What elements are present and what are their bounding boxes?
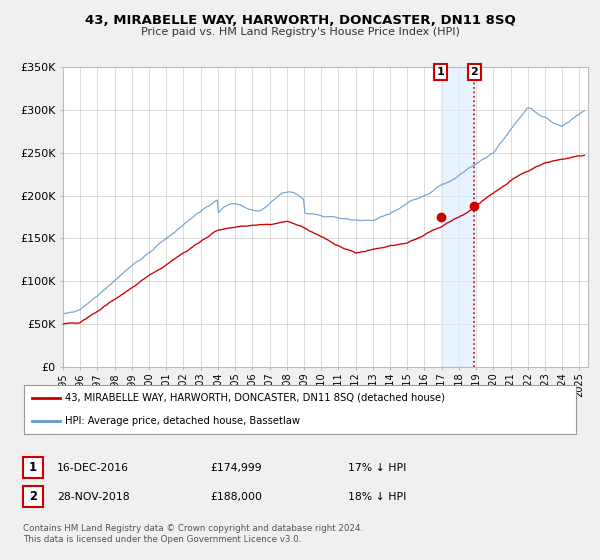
Text: 43, MIRABELLE WAY, HARWORTH, DONCASTER, DN11 8SQ (detached house): 43, MIRABELLE WAY, HARWORTH, DONCASTER, … (65, 393, 445, 403)
Text: 2: 2 (470, 67, 478, 77)
Text: 17% ↓ HPI: 17% ↓ HPI (348, 463, 406, 473)
Text: 43, MIRABELLE WAY, HARWORTH, DONCASTER, DN11 8SQ: 43, MIRABELLE WAY, HARWORTH, DONCASTER, … (85, 14, 515, 27)
Text: £174,999: £174,999 (210, 463, 262, 473)
Text: 18% ↓ HPI: 18% ↓ HPI (348, 492, 406, 502)
Text: Price paid vs. HM Land Registry's House Price Index (HPI): Price paid vs. HM Land Registry's House … (140, 27, 460, 37)
Text: Contains HM Land Registry data © Crown copyright and database right 2024.
This d: Contains HM Land Registry data © Crown c… (23, 524, 363, 544)
Text: 1: 1 (29, 461, 37, 474)
Text: 28-NOV-2018: 28-NOV-2018 (57, 492, 130, 502)
Bar (441, 67, 475, 367)
Text: £188,000: £188,000 (210, 492, 262, 502)
Text: 16-DEC-2016: 16-DEC-2016 (57, 463, 129, 473)
Text: 2: 2 (29, 490, 37, 503)
Text: 1: 1 (437, 67, 445, 77)
Text: HPI: Average price, detached house, Bassetlaw: HPI: Average price, detached house, Bass… (65, 416, 301, 426)
